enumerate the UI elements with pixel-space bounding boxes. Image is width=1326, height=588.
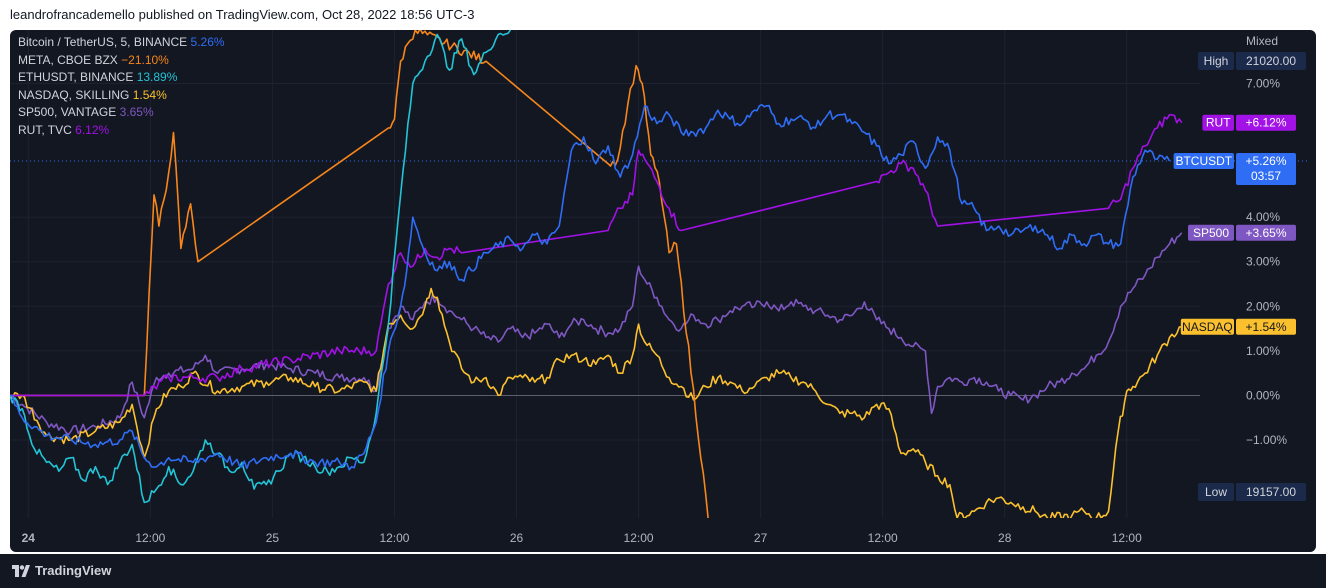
tradingview-logo-icon xyxy=(12,564,30,577)
y-tick-label: 7.00% xyxy=(1246,76,1280,90)
series-line-nasdaq xyxy=(10,287,1182,518)
legend-series-value: 13.89% xyxy=(136,70,178,84)
legend-series-name: META, CBOE BZX xyxy=(18,52,118,67)
legend-series-name: SP500, VANTAGE xyxy=(18,105,117,119)
chart-panel[interactable]: 7.00% 4.00% 3.00% 2.00% 1.00% 0.00% −1.00% Mixe… xyxy=(10,30,1316,552)
legend-series-value: 1.54% xyxy=(132,87,167,102)
series-tag-value: +3.65% xyxy=(1245,226,1286,240)
series-line-sp500 xyxy=(10,232,1183,436)
y-tick-label: −1.00% xyxy=(1246,433,1287,447)
series-tag-value-bg xyxy=(1236,114,1296,131)
chart-legend: Bitcoin / TetherUS, 5, BINANCE 5.26% META… xyxy=(18,34,225,139)
high-label-bg xyxy=(1198,52,1234,70)
y-tick-label: 0.00% xyxy=(1246,388,1280,402)
footer-bar: TradingView xyxy=(0,554,1326,588)
low-label-bg xyxy=(1198,483,1234,501)
x-tick-label: 12:00 xyxy=(868,531,898,545)
series-tag-name-bg xyxy=(1180,318,1234,335)
legend-row[interactable]: Bitcoin / TetherUS, 5, BINANCE 5.26% xyxy=(18,34,225,52)
series-tag-value-bg xyxy=(1236,153,1296,186)
legend-series-value: 5.26% xyxy=(190,35,225,49)
legend-series-name: NASDAQ, SKILLING xyxy=(18,87,130,102)
scale-mode-label[interactable]: Mixed xyxy=(1246,34,1278,48)
legend-row[interactable]: RUT, TVC 6.12% xyxy=(18,122,225,140)
legend-row[interactable]: NASDAQ, SKILLING 1.54% xyxy=(18,87,225,105)
y-tick-label: 2.00% xyxy=(1246,299,1280,313)
legend-series-name: RUT, TVC xyxy=(18,122,72,137)
legend-series-name: ETHUSDT, BINANCE xyxy=(18,70,134,84)
x-tick-label: 25 xyxy=(266,531,280,545)
series-tag-name: RUT xyxy=(1206,116,1231,130)
x-tick-label: 26 xyxy=(510,531,524,545)
low-label: Low xyxy=(1205,485,1227,499)
series-tag-name: NASDAQ xyxy=(1182,320,1233,334)
legend-series-value: 3.65% xyxy=(119,105,154,119)
series-tag-value-bg xyxy=(1236,318,1296,335)
low-value: 19157.00 xyxy=(1246,485,1296,499)
series-tag-value: +5.26% xyxy=(1245,154,1286,168)
legend-series-value: 6.12% xyxy=(75,122,110,137)
tradingview-logo[interactable]: TradingView xyxy=(12,563,111,578)
x-tick-label: 28 xyxy=(998,531,1012,545)
series-line-bitcoin xyxy=(10,103,1171,471)
x-tick-label: 12:00 xyxy=(1112,531,1142,545)
x-tick-label: 24 xyxy=(22,531,36,545)
legend-row[interactable]: META, CBOE BZX −21.10% xyxy=(18,52,225,70)
x-tick-label: 12:00 xyxy=(624,531,654,545)
publish-header: leandrofrancademello published on Tradin… xyxy=(0,0,1326,30)
series-line-rut xyxy=(10,113,1183,397)
series-tag-name-bg xyxy=(1202,114,1234,131)
series-tag-name-bg xyxy=(1188,224,1234,241)
series-tag-name-bg xyxy=(1173,153,1234,170)
series-tag-name: SP500 xyxy=(1193,226,1229,240)
series-tag-value-bg xyxy=(1236,224,1296,241)
x-tick-label: 12:00 xyxy=(135,531,165,545)
series-tag-value: +1.54% xyxy=(1245,320,1286,334)
legend-series-name: Bitcoin / TetherUS, 5, BINANCE xyxy=(18,35,188,49)
legend-series-value: −21.10% xyxy=(121,52,169,67)
series-line-ethusdt xyxy=(10,30,512,504)
high-label: High xyxy=(1204,54,1229,68)
footer-brand: TradingView xyxy=(35,563,112,578)
series-tag-countdown: 03:57 xyxy=(1251,169,1281,183)
high-value-bg xyxy=(1236,52,1306,70)
series-line-meta xyxy=(10,30,709,518)
series-tag-name: BTCUSDT xyxy=(1175,154,1232,168)
series-tag-value: +6.12% xyxy=(1245,116,1286,130)
y-tick-label: 1.00% xyxy=(1246,344,1280,358)
low-value-bg xyxy=(1236,483,1306,501)
legend-row[interactable]: SP500, VANTAGE 3.65% xyxy=(18,104,225,122)
y-tick-label: 3.00% xyxy=(1246,255,1280,269)
y-tick-label: 4.00% xyxy=(1246,210,1280,224)
high-value: 21020.00 xyxy=(1246,54,1296,68)
legend-row[interactable]: ETHUSDT, BINANCE 13.89% xyxy=(18,69,225,87)
chart-plot[interactable]: 7.00% 4.00% 3.00% 2.00% 1.00% 0.00% −1.00% Mixe… xyxy=(10,30,1316,552)
x-tick-label: 12:00 xyxy=(379,531,409,545)
x-tick-label: 27 xyxy=(754,531,768,545)
